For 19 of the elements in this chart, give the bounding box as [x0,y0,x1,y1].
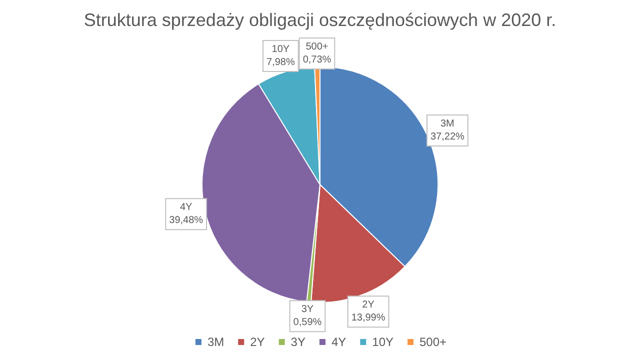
legend-label: 3M [207,335,224,349]
legend-label: 4Y [331,335,346,349]
slice-label: 10Y [272,44,290,55]
legend-label: 10Y [372,335,394,349]
legend-label: 3Y [290,335,306,349]
data-label: 39,48% [169,215,204,226]
legend-label: 2Y [250,335,265,349]
data-label: 0,59% [293,317,322,328]
slice-label: 3M [440,118,454,130]
legend-label: 500+ [420,335,447,349]
data-label: 7,98% [266,56,295,68]
slice-label: 500+ [306,42,328,53]
data-label: 37,22% [430,132,464,143]
data-label: 0,73% [302,54,332,66]
data-label: 13,99% [351,312,386,324]
slice-label: 4Y [180,202,193,214]
slice-label: 2Y [362,300,375,311]
chart-title: Struktura sprzedaży obligacji oszczędnościowych w 2020 r. [84,10,556,30]
slice-label: 3Y [301,304,314,316]
